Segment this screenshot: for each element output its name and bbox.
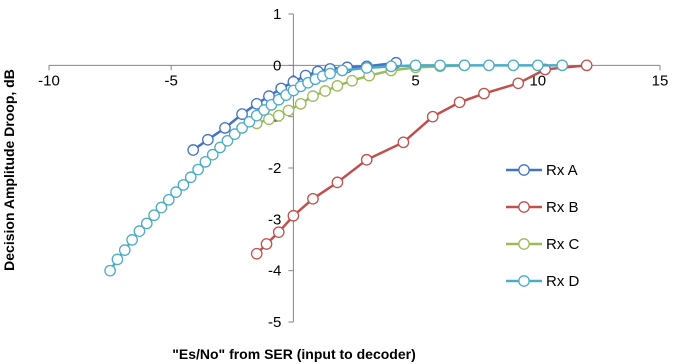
- legend: Rx A Rx B Rx C Rx D: [506, 162, 580, 290]
- legend-marker: [518, 238, 530, 250]
- data-point: [294, 97, 307, 110]
- axes: -10-5051015 10-1-2-3-4-5: [38, 6, 668, 331]
- data-point: [219, 122, 231, 134]
- series-line: [255, 64, 587, 255]
- data-point: [104, 264, 116, 277]
- data-point: [199, 155, 212, 168]
- data-point: [346, 74, 358, 87]
- data-point: [206, 148, 219, 161]
- legend-marker: [518, 164, 530, 176]
- data-point: [580, 59, 593, 72]
- data-point: [260, 238, 273, 250]
- y-tick-label: -5: [268, 314, 281, 331]
- data-point: [324, 67, 336, 80]
- x-axis-title: "Es/No" from SER (input to decoder): [172, 346, 416, 362]
- data-point: [287, 209, 300, 222]
- data-point: [360, 153, 373, 166]
- data-point: [385, 60, 398, 73]
- data-point: [155, 201, 168, 214]
- data-point: [272, 226, 285, 239]
- series-rx-b: [250, 59, 593, 260]
- data-point: [409, 59, 422, 72]
- data-point: [250, 97, 263, 110]
- data-point: [236, 108, 248, 120]
- data-point: [111, 253, 124, 266]
- data-point: [221, 134, 234, 147]
- data-point: [319, 85, 332, 97]
- data-point: [282, 104, 295, 117]
- data-point: [360, 62, 373, 74]
- legend-entry: Rx C: [506, 236, 580, 253]
- data-point: [184, 171, 197, 184]
- legend-label: Rx A: [546, 162, 578, 179]
- legend-entry: Rx D: [506, 273, 580, 290]
- data-point: [307, 90, 319, 102]
- series-rx-d: [104, 59, 569, 277]
- legend-entry: Rx B: [506, 199, 579, 216]
- data-point: [140, 217, 153, 230]
- series-layer: [104, 56, 593, 277]
- data-point: [250, 247, 263, 260]
- data-point: [512, 77, 525, 90]
- legend-label: Rx C: [546, 236, 580, 253]
- y-tick-label: -3: [268, 211, 281, 228]
- x-tick-label: -5: [165, 72, 178, 89]
- data-point: [162, 193, 175, 206]
- data-point: [118, 244, 131, 256]
- data-point: [272, 109, 285, 122]
- data-point: [307, 192, 319, 205]
- y-ticks: 10-1-2-3-4-5: [268, 6, 294, 331]
- data-point: [228, 128, 241, 140]
- data-point: [453, 96, 466, 109]
- legend-marker: [518, 275, 530, 287]
- data-point: [202, 133, 214, 146]
- legend-entry: Rx A: [506, 162, 578, 179]
- data-point: [192, 163, 204, 176]
- y-axis-title: Decision Amplitude Droop, dB: [1, 69, 17, 271]
- x-tick-label: 5: [411, 72, 419, 89]
- legend-label: Rx B: [546, 199, 579, 216]
- data-point: [148, 209, 160, 222]
- data-point: [426, 110, 439, 123]
- y-tick-label: 0: [273, 57, 281, 74]
- data-point: [556, 59, 569, 72]
- data-point: [243, 115, 256, 128]
- data-point: [458, 59, 471, 72]
- data-point: [531, 59, 544, 72]
- data-point: [187, 144, 200, 156]
- x-tick-label: 15: [652, 72, 669, 89]
- y-tick-label: -2: [268, 160, 281, 177]
- data-point: [478, 87, 490, 100]
- y-tick-label: -4: [268, 263, 281, 280]
- data-point: [331, 176, 344, 189]
- data-point: [126, 234, 138, 246]
- data-point: [336, 64, 349, 77]
- y-tick-label: 1: [273, 6, 281, 23]
- data-point: [236, 122, 248, 134]
- data-point: [170, 186, 182, 198]
- data-point: [133, 225, 146, 237]
- data-point: [331, 80, 344, 92]
- x-tick-label: -10: [38, 72, 60, 89]
- data-point: [507, 59, 520, 72]
- legend-marker: [518, 201, 530, 213]
- data-point: [397, 136, 410, 149]
- data-point: [214, 141, 226, 154]
- data-point: [177, 179, 190, 191]
- data-point: [434, 59, 446, 72]
- data-point: [483, 59, 495, 72]
- series-line: [109, 64, 563, 272]
- legend-label: Rx D: [546, 273, 580, 290]
